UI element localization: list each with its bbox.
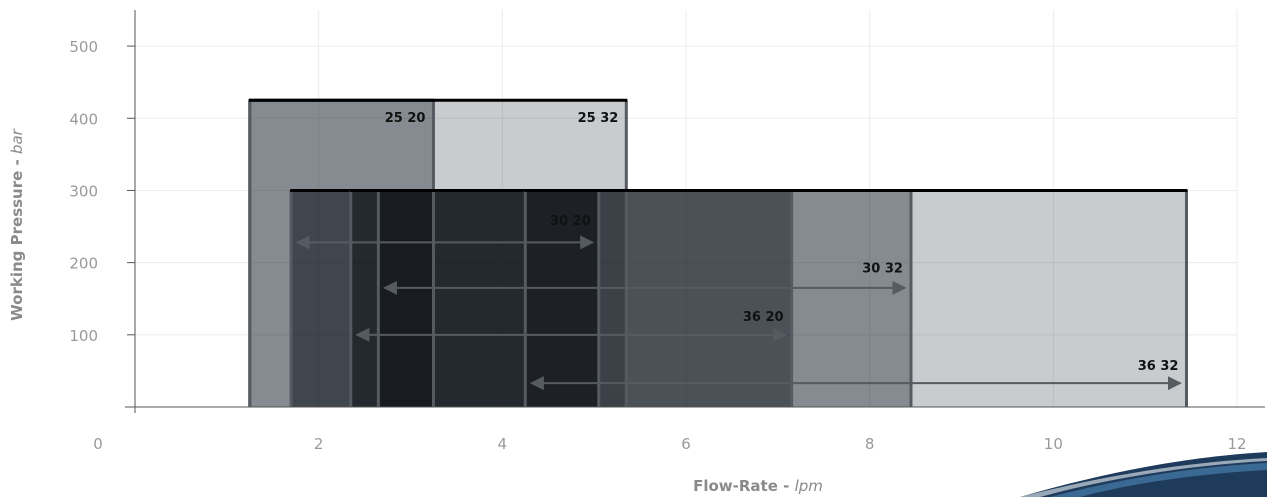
x-tick-label-12: 12 [1227, 435, 1246, 453]
series-label-25-32: 25 32 [578, 111, 619, 126]
bars [248, 98, 1188, 408]
y-tick-label-300: 300 [69, 182, 98, 200]
x-tick-label-10: 10 [1044, 435, 1063, 453]
series-label-25-20: 25 20 [385, 111, 426, 126]
x-axis-title-label: Flow-Rate [693, 477, 778, 495]
y-tick-label-400: 400 [69, 110, 98, 128]
labels: 25 20 25 32 30 20 30 32 36 20 36 32 [385, 111, 1179, 374]
y-axis-title-separator: - [8, 154, 26, 171]
x-tick-label-8: 8 [865, 435, 875, 453]
x-tick-label-2: 2 [314, 435, 324, 453]
series-label-36-20: 36 20 [743, 310, 784, 325]
x-tick-label-6: 6 [681, 435, 691, 453]
range-arrows [295, 235, 1182, 391]
x-tick-label-0: 0 [93, 435, 103, 453]
x-axis-title-unit: lpm [795, 477, 823, 495]
brand-swoosh-icon [1020, 452, 1267, 497]
x-tick-label-4: 4 [498, 435, 508, 453]
series-label-30-20: 30 20 [550, 214, 591, 229]
series-label-30-32: 30 32 [862, 262, 903, 277]
y-axis-title: Working Pressure - bar [8, 128, 26, 321]
y-tick-label-100: 100 [69, 327, 98, 345]
bar-36-32 [525, 190, 1187, 407]
y-tick-label-200: 200 [69, 255, 98, 273]
y-tick-label-500: 500 [69, 38, 98, 56]
x-axis-title-separator: - [778, 477, 795, 495]
y-axis-title-label: Working Pressure [8, 171, 26, 321]
y-axis-title-unit: bar [8, 128, 26, 154]
series-label-36-32: 36 32 [1138, 359, 1179, 374]
x-axis-title: Flow-Rate - lpm [693, 477, 823, 495]
axes: 100 200 300 400 500 0 2 4 6 8 10 12 [69, 10, 1265, 453]
